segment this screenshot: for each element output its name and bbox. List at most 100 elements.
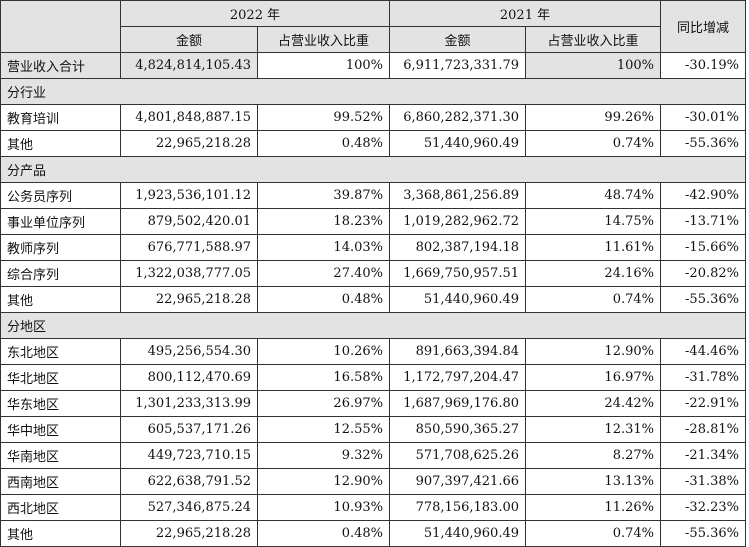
cell: 22,965,218.28: [120, 286, 258, 313]
row-label: 教育培训: [0, 104, 121, 131]
data-row: 华北地区 800,112,470.69 16.58% 1,172,797,204.47…: [0, 364, 746, 391]
cell: 11.26%: [525, 494, 661, 521]
cell: 14.75%: [525, 208, 661, 235]
row-label: 教师序列: [0, 234, 121, 261]
cell: 24.42%: [525, 390, 661, 417]
cell: -31.78%: [660, 364, 746, 391]
data-row: 东北地区 495,256,554.30 10.26% 891,663,394.84 12…: [0, 338, 746, 365]
column-header: 占营业收入比重: [525, 26, 661, 53]
cell: 12.90%: [257, 468, 390, 495]
cell: 605,537,171.26: [120, 416, 258, 443]
section-label: 分产品: [0, 156, 746, 183]
data-row: 综合序列 1,322,038,777.05 27.40% 1,669,750,957.…: [0, 260, 746, 287]
cell: 24.16%: [525, 260, 661, 287]
cell: 802,387,194.18: [389, 234, 526, 261]
cell: 12.90%: [525, 338, 661, 365]
cell: 1,322,038,777.05: [120, 260, 258, 287]
cell: -20.82%: [660, 260, 746, 287]
cell: 676,771,588.97: [120, 234, 258, 261]
cell: 16.97%: [525, 364, 661, 391]
row-label: 西南地区: [0, 468, 121, 495]
cell: -32.23%: [660, 494, 746, 521]
cell: 100%: [525, 52, 661, 79]
year-header: 2022 年: [120, 0, 390, 27]
cell: 12.31%: [525, 416, 661, 443]
row-label: 其他: [0, 520, 121, 547]
cell: 879,502,420.01: [120, 208, 258, 235]
row-label: 综合序列: [0, 260, 121, 287]
cell: 1,669,750,957.51: [389, 260, 526, 287]
data-row: 事业单位序列 879,502,420.01 18.23% 1,019,282,962.…: [0, 208, 746, 235]
cell: 14.03%: [257, 234, 390, 261]
row-label: 其他: [0, 130, 121, 157]
data-row: 公务员序列 1,923,536,101.12 39.87% 3,368,861,256…: [0, 182, 746, 209]
row-label: 华南地区: [0, 442, 121, 469]
cell: 99.26%: [525, 104, 661, 131]
corner-cell: [0, 0, 121, 53]
cell: -55.36%: [660, 520, 746, 547]
cell: 1,687,969,176.80: [389, 390, 526, 417]
row-label: 西北地区: [0, 494, 121, 521]
column-header: 金额: [120, 26, 258, 53]
cell: 0.48%: [257, 520, 390, 547]
cell: 100%: [257, 52, 390, 79]
cell: 449,723,710.15: [120, 442, 258, 469]
cell: 495,256,554.30: [120, 338, 258, 365]
cell: 16.58%: [257, 364, 390, 391]
cell: -42.90%: [660, 182, 746, 209]
cell: 99.52%: [257, 104, 390, 131]
data-row: 其他 22,965,218.28 0.48% 51,440,960.49 0.74% -5…: [0, 520, 746, 547]
cell: 1,019,282,962.72: [389, 208, 526, 235]
data-row: 华南地区 449,723,710.15 9.32% 571,708,625.26 8.2…: [0, 442, 746, 469]
cell: 22,965,218.28: [120, 130, 258, 157]
cell: 8.27%: [525, 442, 661, 469]
row-label: 营业收入合计: [0, 52, 121, 79]
cell: 10.93%: [257, 494, 390, 521]
cell: -44.46%: [660, 338, 746, 365]
cell: 0.48%: [257, 286, 390, 313]
data-row: 教师序列 676,771,588.97 14.03% 802,387,194.18 11…: [0, 234, 746, 261]
section-row: 分行业: [0, 78, 746, 105]
section-label: 分行业: [0, 78, 746, 105]
cell: 527,346,875.24: [120, 494, 258, 521]
row-label: 公务员序列: [0, 182, 121, 209]
data-row: 华东地区 1,301,233,313.99 26.97% 1,687,969,176.…: [0, 390, 746, 417]
cell: 6,860,282,371.30: [389, 104, 526, 131]
cell: 51,440,960.49: [389, 520, 526, 547]
cell: 4,824,814,105.43: [120, 52, 258, 79]
row-label: 事业单位序列: [0, 208, 121, 235]
cell: 51,440,960.49: [389, 286, 526, 313]
cell: 891,663,394.84: [389, 338, 526, 365]
cell: 850,590,365.27: [389, 416, 526, 443]
cell: -31.38%: [660, 468, 746, 495]
data-row: 其他 22,965,218.28 0.48% 51,440,960.49 0.74% -5…: [0, 286, 746, 313]
cell: -15.66%: [660, 234, 746, 261]
data-row: 教育培训 4,801,848,887.15 99.52% 6,860,282,371.…: [0, 104, 746, 131]
cell: -30.19%: [660, 52, 746, 79]
row-label: 东北地区: [0, 338, 121, 365]
cell: 1,301,233,313.99: [120, 390, 258, 417]
row-label: 其他: [0, 286, 121, 313]
cell: 907,397,421.66: [389, 468, 526, 495]
cell: 1,923,536,101.12: [120, 182, 258, 209]
cell: -55.36%: [660, 286, 746, 313]
data-row: 西北地区 527,346,875.24 10.93% 778,156,183.00 11…: [0, 494, 746, 521]
cell: 778,156,183.00: [389, 494, 526, 521]
column-header: 金额: [389, 26, 526, 53]
cell: 0.74%: [525, 520, 661, 547]
cell: 0.48%: [257, 130, 390, 157]
column-header: 占营业收入比重: [257, 26, 390, 53]
cell: 39.87%: [257, 182, 390, 209]
cell: 27.40%: [257, 260, 390, 287]
cell: -55.36%: [660, 130, 746, 157]
cell: 26.97%: [257, 390, 390, 417]
section-row: 分产品: [0, 156, 746, 183]
cell: 571,708,625.26: [389, 442, 526, 469]
cell: -28.81%: [660, 416, 746, 443]
cell: 9.32%: [257, 442, 390, 469]
cell: -30.01%: [660, 104, 746, 131]
data-row: 营业收入合计 4,824,814,105.43 100% 6,911,723,331.…: [0, 52, 746, 79]
cell: -22.91%: [660, 390, 746, 417]
